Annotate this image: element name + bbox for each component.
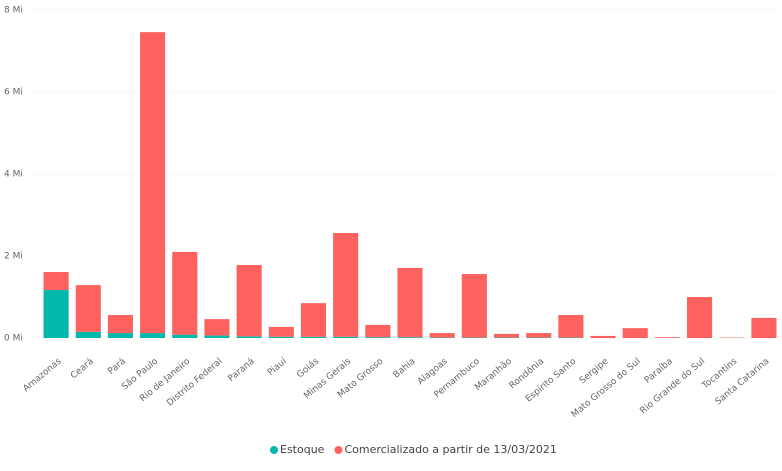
legend-marker bbox=[334, 446, 343, 454]
y-tick-label: 6 Mi bbox=[4, 88, 23, 98]
y-tick-label: 0 Mi bbox=[4, 334, 23, 344]
bar-segment bbox=[204, 319, 230, 336]
bar-segment bbox=[751, 317, 777, 338]
x-tick-label: Ceará bbox=[69, 357, 96, 382]
x-tick-label: Distrito Federal bbox=[165, 357, 224, 409]
x-tick-label: Pará bbox=[106, 357, 128, 377]
bar-segment bbox=[429, 333, 455, 338]
bar-segment bbox=[687, 297, 713, 338]
bar-segment bbox=[493, 333, 520, 338]
bar-segment bbox=[268, 326, 294, 337]
bar-segment bbox=[333, 233, 359, 337]
x-tick-label: Amazonas bbox=[22, 356, 64, 394]
bar-segment bbox=[590, 335, 616, 338]
bar-segment bbox=[140, 32, 166, 334]
bar-segment bbox=[654, 337, 680, 338]
bar-segment bbox=[140, 333, 166, 338]
bar-segment bbox=[107, 315, 133, 334]
y-tick-label: 8 Mi bbox=[4, 6, 23, 16]
bar-segment bbox=[526, 333, 552, 338]
x-tick-label: Bahia bbox=[392, 357, 418, 381]
legend-label: Estoque bbox=[280, 443, 325, 456]
bar-segment bbox=[172, 251, 198, 335]
bar-segment bbox=[397, 337, 423, 338]
bar-segment bbox=[107, 333, 133, 338]
bar-segment bbox=[622, 328, 648, 338]
bar-segment bbox=[172, 334, 198, 338]
bar-segment bbox=[75, 331, 101, 338]
bar-segment bbox=[300, 336, 327, 338]
bar-segment bbox=[397, 267, 423, 338]
bar-segment bbox=[558, 315, 584, 338]
bar-segment bbox=[236, 336, 262, 338]
bar-segment bbox=[461, 274, 487, 338]
bar-segment bbox=[365, 324, 391, 338]
bar-segment bbox=[43, 290, 69, 338]
legend-marker bbox=[270, 446, 278, 454]
x-tick-label: Paraná bbox=[227, 357, 257, 385]
bar-segment bbox=[365, 337, 391, 338]
bar-segment bbox=[204, 335, 230, 338]
y-tick-label: 2 Mi bbox=[4, 252, 23, 262]
bar-segment bbox=[236, 265, 262, 337]
y-tick-label: 4 Mi bbox=[4, 170, 23, 180]
bar-segment bbox=[333, 336, 359, 338]
bar-segment bbox=[300, 303, 327, 337]
x-tick-label: Piauí bbox=[266, 356, 289, 378]
x-tick-label: Goiás bbox=[295, 356, 321, 380]
legend: Estoque Comercializado a partir de 13/03/… bbox=[270, 443, 557, 456]
bar-segment bbox=[268, 336, 294, 338]
bar-segment bbox=[43, 271, 69, 291]
bar-segment bbox=[75, 285, 101, 332]
legend-label: Comercializado a partir de 13/03/2021 bbox=[344, 443, 556, 456]
